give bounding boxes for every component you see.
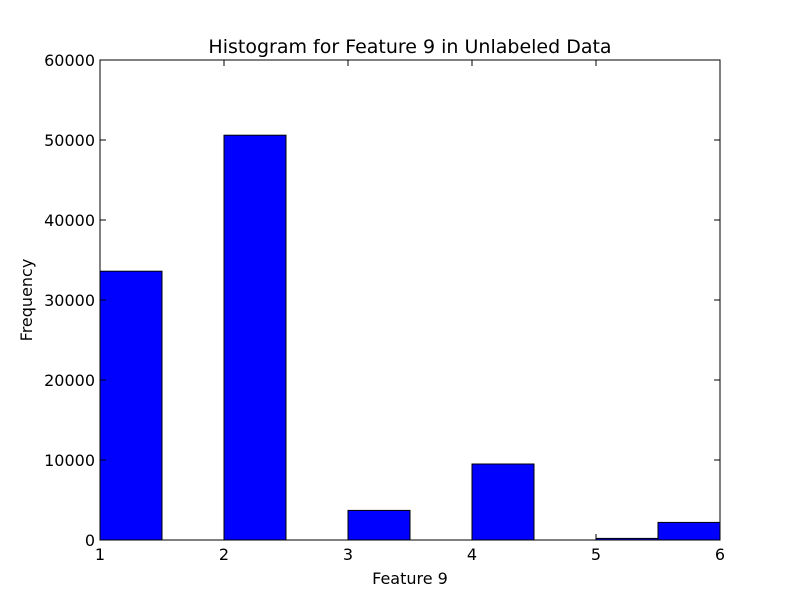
- x-axis-label: Feature 9: [372, 569, 448, 588]
- plot-frame: [99, 59, 721, 541]
- x-tick-label: 5: [591, 545, 601, 564]
- histogram-bar-6: [471, 463, 535, 541]
- y-tick-label: 40000: [44, 211, 95, 230]
- ticks-layer: 1 2 3 4 5 6 0 10000 20000 30000 40000 50000 60000: [44, 51, 725, 564]
- x-tick-label: 2: [219, 545, 229, 564]
- histogram-bar-4: [347, 509, 411, 541]
- y-tick-label: 60000: [44, 51, 95, 70]
- x-tick-label: 4: [467, 545, 477, 564]
- y-axis-label: Frequency: [17, 259, 36, 342]
- histogram-bar-0: [99, 270, 163, 541]
- x-tick-label: 3: [343, 545, 353, 564]
- x-tick-label: 6: [715, 545, 725, 564]
- y-tick-label: 10000: [44, 451, 95, 470]
- bars-layer: [99, 134, 721, 541]
- histogram-bar-2: [223, 134, 287, 541]
- histogram-bar-9: [657, 521, 721, 541]
- y-tick-label: 50000: [44, 131, 95, 150]
- y-tick-label: 30000: [44, 291, 95, 310]
- y-tick-label: 0: [85, 531, 95, 550]
- y-tick-label: 20000: [44, 371, 95, 390]
- x-tick-label: 1: [95, 545, 105, 564]
- chart-title: Histogram for Feature 9 in Unlabeled Dat…: [208, 36, 611, 58]
